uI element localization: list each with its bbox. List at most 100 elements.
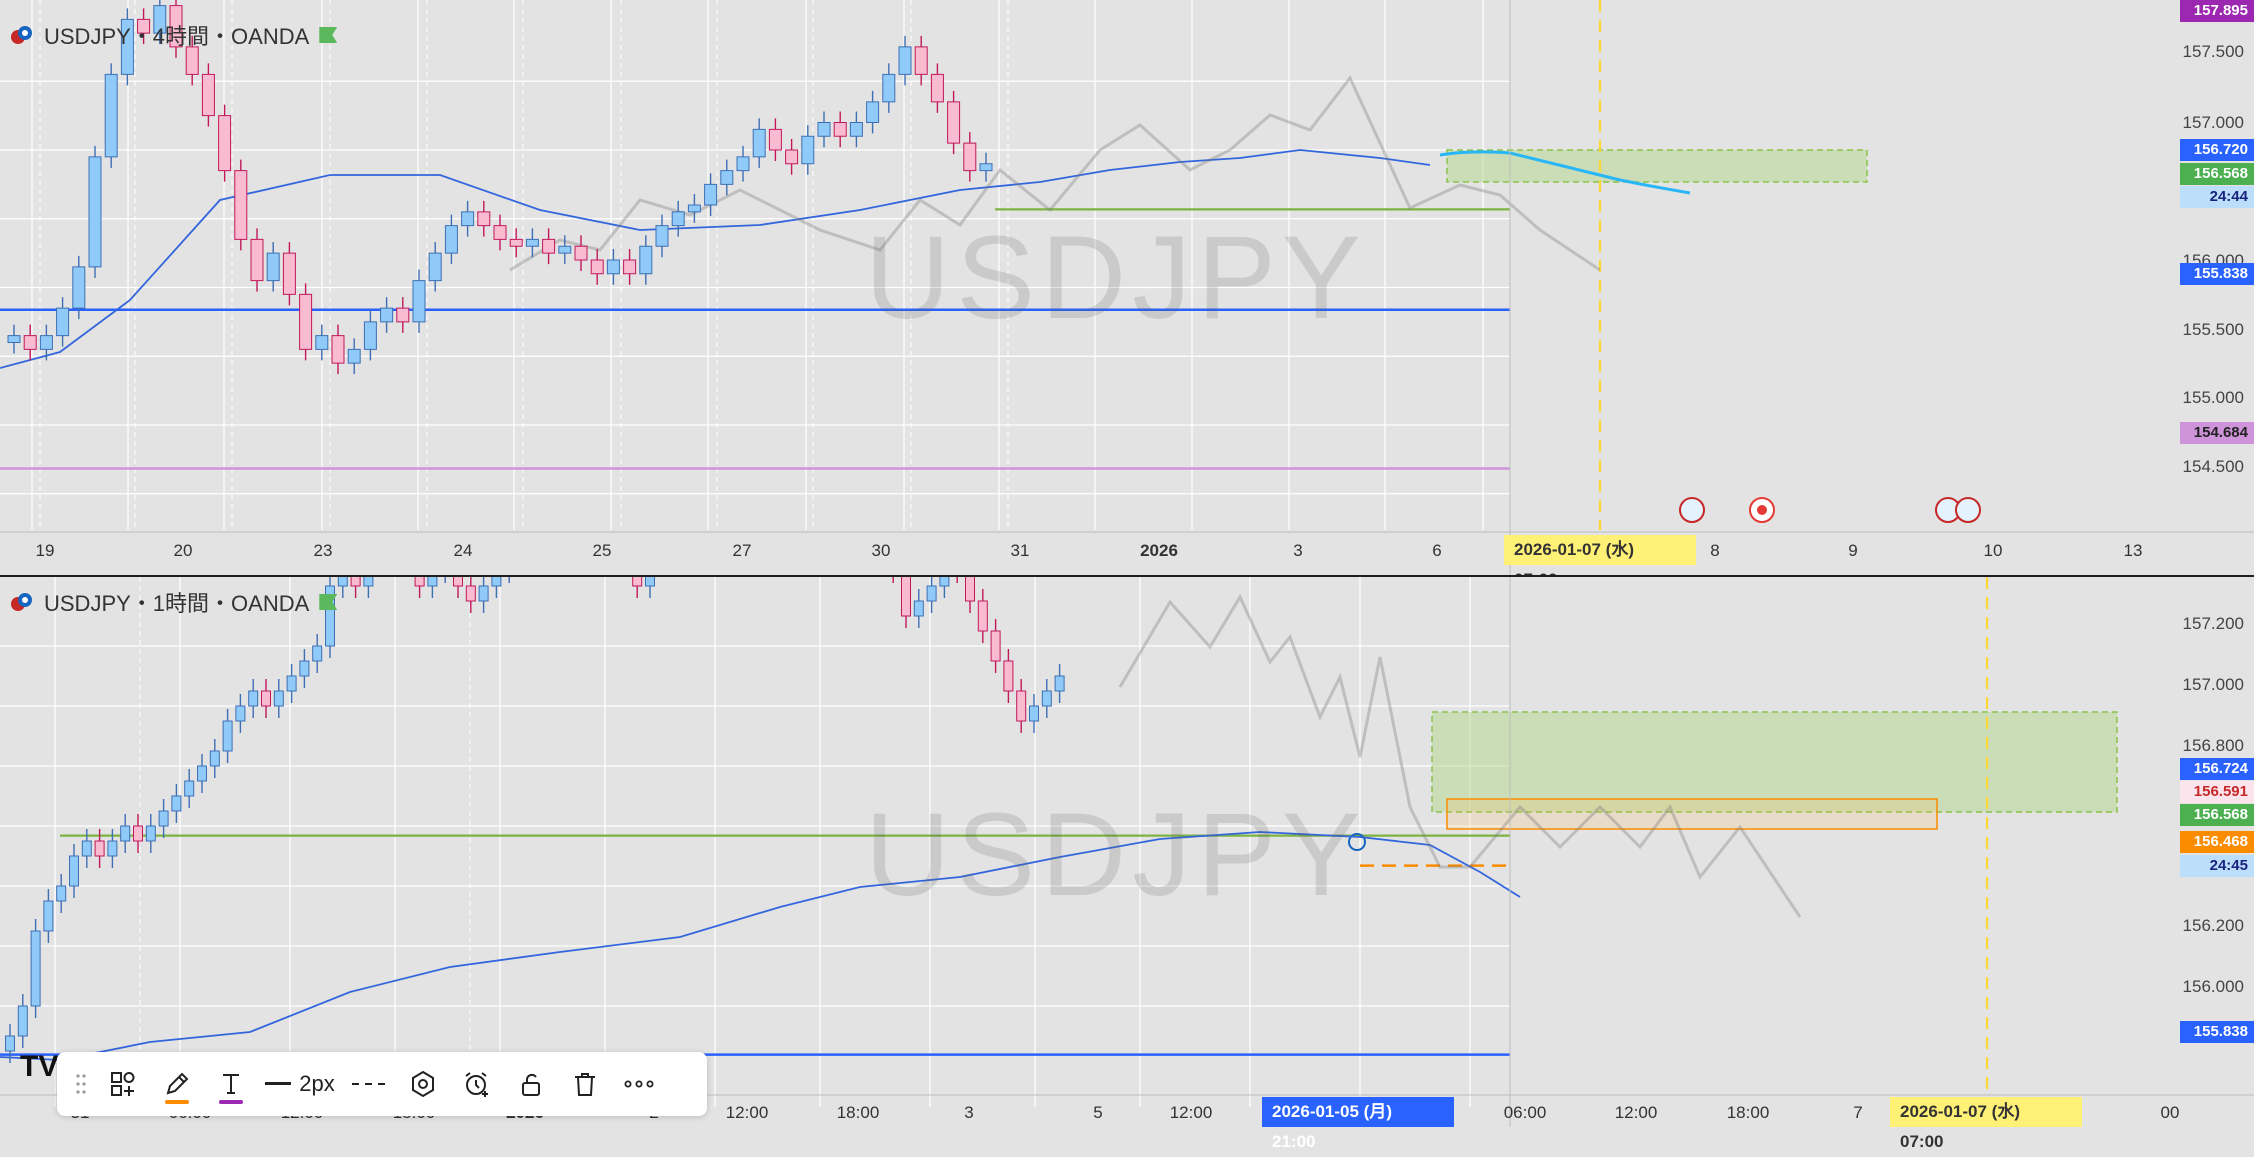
time-tick-label: 19: [35, 541, 55, 560]
candle-body: [282, 252, 296, 295]
candle-body: [145, 825, 156, 842]
price-label: 24:44: [2180, 186, 2254, 208]
price-label: 157.895: [2180, 0, 2254, 22]
candle-body: [72, 266, 86, 309]
settings-icon: [412, 1070, 434, 1098]
candle-body: [363, 321, 377, 350]
symbol-legend-4h[interactable]: USDJPY・4時間・OANDA: [10, 20, 338, 50]
drawing-toolbar[interactable]: 2px: [57, 1052, 707, 1116]
candle-body: [645, 577, 655, 587]
delete-button[interactable]: [565, 1062, 605, 1106]
moving-average-line: [0, 831, 1521, 1061]
price-tick-label: 155.500: [2182, 320, 2244, 339]
time-tick-label: 3: [1293, 541, 1303, 560]
candle-body: [169, 5, 183, 48]
price-label: 156.724: [2180, 758, 2254, 780]
tradingview-logo[interactable]: TV: [20, 1050, 59, 1083]
more-icon: [624, 1080, 654, 1088]
time-tick-label: 13: [2123, 541, 2143, 560]
candle-body: [525, 238, 539, 247]
candle-body: [69, 855, 79, 887]
candle-body: [930, 73, 944, 103]
pencil-color-button[interactable]: [157, 1062, 197, 1106]
legend-text: USDJPY・4時間・OANDA: [44, 24, 310, 49]
candle-body: [444, 225, 458, 254]
candle-body: [493, 225, 507, 240]
forecast-line: [1439, 150, 1691, 195]
add-objects-button[interactable]: [103, 1062, 143, 1106]
candle-body: [671, 211, 685, 227]
candle-body: [235, 705, 246, 722]
price-label: 156.591: [2180, 781, 2254, 803]
pencil-icon: [166, 1072, 189, 1095]
candle-body: [453, 577, 463, 587]
time-tick-label: 06:00: [1503, 1103, 1547, 1122]
candle-body: [977, 600, 988, 632]
line-width-button[interactable]: 2px: [265, 1062, 335, 1106]
time-tick-label: 8: [1710, 541, 1720, 560]
candle-body: [299, 660, 310, 677]
candle-body: [137, 18, 151, 34]
price-tick-label: 157.200: [2182, 614, 2244, 633]
candle-body: [979, 163, 993, 172]
add-alert-button[interactable]: [457, 1062, 497, 1106]
projection-time-label: 2026-01-07 (水) 07:00: [1890, 1097, 2082, 1151]
candle-body: [7, 335, 21, 343]
currency-pair-icon: [11, 593, 32, 611]
candle-body: [185, 46, 199, 75]
price-tick-label: 154.500: [2182, 457, 2244, 476]
price-chart-4h[interactable]: [0, 0, 2254, 577]
candle-body: [1016, 690, 1027, 722]
scenario-zigzag: [509, 75, 1601, 272]
candle-body: [88, 156, 102, 268]
candle-body: [849, 122, 863, 137]
settings-button[interactable]: [403, 1062, 443, 1106]
candle-body: [926, 585, 937, 602]
candle-body: [882, 73, 896, 103]
time-tick-label: 3: [964, 1103, 974, 1122]
candle-body: [153, 5, 167, 34]
candle-body: [639, 245, 653, 275]
text-color-button[interactable]: [211, 1062, 251, 1106]
drag-handle-icon[interactable]: [73, 1062, 89, 1106]
line-style-button[interactable]: [349, 1062, 389, 1106]
candle-body: [965, 577, 975, 602]
candle-body: [120, 18, 134, 75]
price-tick-label: 157.000: [2182, 113, 2244, 132]
text-icon: [223, 1074, 239, 1094]
candle-body: [623, 259, 637, 275]
trash-icon: [575, 1073, 595, 1096]
candle-body: [412, 280, 426, 323]
candle-body: [1054, 675, 1065, 692]
candle-body: [947, 101, 961, 144]
candle-body: [107, 840, 118, 857]
price-chart-1h[interactable]: [0, 577, 2254, 1127]
time-tick-label: 25: [592, 541, 612, 560]
time-tick-label: 30: [871, 541, 891, 560]
candle-body: [17, 1005, 28, 1037]
time-tick-label: 31: [1010, 541, 1030, 560]
chart-pane-4h[interactable]: USDJPY・4時間・OANDA USDJPY 157.500 157.000 15…: [0, 0, 2254, 589]
time-tick-label: 18:00: [1726, 1103, 1770, 1122]
symbol-legend-1h[interactable]: USDJPY・1時間・OANDA: [10, 587, 338, 617]
time-tick-label: 7: [1853, 1103, 1863, 1122]
time-tick-label: 24: [453, 541, 473, 560]
price-tick-label: 156.800: [2182, 736, 2244, 755]
pane-divider[interactable]: [0, 575, 2254, 578]
lock-button[interactable]: [511, 1062, 551, 1106]
candle-body: [234, 170, 248, 240]
candle-body: [81, 840, 92, 857]
candle-body: [768, 128, 782, 151]
crosshair-time-label: 2026-01-05 (月) 21:00: [1262, 1097, 1454, 1151]
more-button[interactable]: [619, 1062, 659, 1106]
chart-pane-1h[interactable]: USDJPY・1時間・OANDA USDJPY 157.200 157.000 15…: [0, 577, 2254, 1151]
candle-body: [286, 675, 297, 692]
price-label: 156.468: [2180, 831, 2254, 853]
candle-body: [312, 645, 323, 662]
candle-body: [347, 348, 361, 364]
time-tick-label: 5: [1093, 1103, 1103, 1122]
price-label: 156.568: [2180, 163, 2254, 185]
candle-body: [509, 238, 523, 247]
candle-body: [363, 577, 374, 587]
candle-body: [913, 600, 924, 617]
